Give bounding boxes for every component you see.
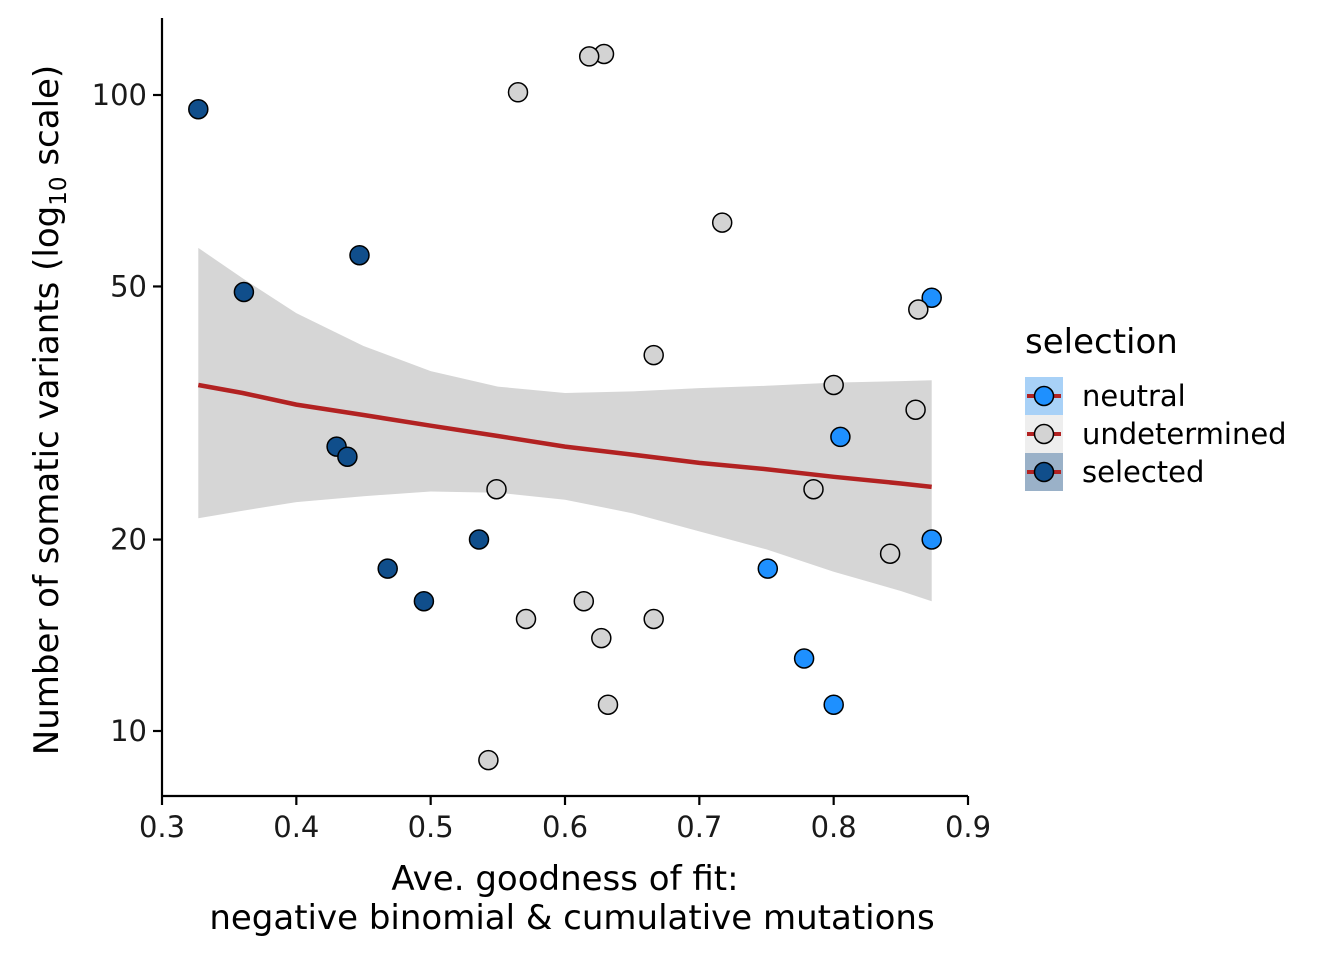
- x-axis-ticks: 0.3 0.4 0.5 0.6 0.7 0.8 0.9: [139, 796, 991, 844]
- y-tick-label: 50: [110, 269, 147, 303]
- data-point-selected: [413, 590, 435, 612]
- data-point-neutral: [823, 694, 844, 715]
- legend-key-point: [1033, 423, 1055, 445]
- x-axis-title-line-2: negative binomial & cumulative mutations: [209, 898, 934, 938]
- legend-label-selected: selected: [1082, 455, 1204, 489]
- data-point-undetermined: [507, 82, 529, 103]
- y-tick-label: 20: [110, 523, 147, 557]
- y-axis-title: Number of somatic variants (log10 scale): [27, 65, 72, 755]
- y-axis-title-subscript: 10: [46, 176, 72, 205]
- data-point-selected: [188, 98, 209, 120]
- y-axis-title-main: Number of somatic variants (log: [27, 206, 67, 755]
- x-tick-label: 0.4: [273, 810, 319, 844]
- data-point-selected: [377, 558, 398, 579]
- legend-label-undetermined: undetermined: [1082, 417, 1287, 451]
- x-tick-label: 0.7: [676, 810, 722, 844]
- trend-line: [197, 382, 932, 490]
- y-axis-ticks: 10 20 50 100: [92, 78, 162, 748]
- legend-label-neutral: neutral: [1082, 379, 1186, 413]
- data-point-undetermined: [711, 212, 733, 233]
- data-point-neutral: [830, 426, 851, 448]
- x-tick-label: 0.8: [811, 810, 857, 844]
- data-points-layer: [188, 43, 942, 771]
- data-point-undetermined: [643, 344, 664, 366]
- data-point-selected: [337, 446, 358, 467]
- legend-entries: neutral undetermined selected: [1025, 377, 1287, 491]
- data-point-selected: [233, 281, 255, 303]
- data-point-undetermined: [478, 749, 499, 771]
- legend-title: selection: [1025, 322, 1178, 362]
- confidence-band: [198, 247, 932, 602]
- data-point-undetermined: [823, 374, 844, 396]
- data-point-selected: [468, 529, 490, 550]
- x-tick-label: 0.5: [408, 810, 454, 844]
- x-tick-label: 0.9: [945, 810, 991, 844]
- y-tick-label: 100: [92, 78, 147, 112]
- data-point-undetermined: [908, 299, 929, 320]
- data-point-undetermined: [597, 694, 619, 715]
- data-point-undetermined: [591, 627, 612, 649]
- legend-key-point: [1033, 385, 1055, 407]
- y-tick-label: 10: [110, 714, 147, 748]
- x-axis-title-line-1: Ave. goodness of fit:: [391, 859, 738, 899]
- legend-key-point: [1033, 461, 1055, 483]
- data-point-neutral: [921, 287, 942, 308]
- x-tick-label: 0.6: [542, 810, 588, 844]
- y-axis-title-tail: scale): [27, 65, 67, 177]
- legend: selection neutral undetermined selected: [1025, 322, 1287, 491]
- data-point-neutral: [921, 529, 942, 550]
- data-point-undetermined: [486, 478, 507, 500]
- data-point-undetermined: [515, 608, 537, 630]
- data-point-neutral: [757, 558, 779, 579]
- data-point-undetermined: [803, 478, 824, 500]
- data-point-undetermined: [905, 399, 926, 420]
- data-point-undetermined: [573, 590, 595, 612]
- x-tick-label: 0.3: [139, 810, 185, 844]
- data-point-undetermined: [643, 608, 664, 630]
- trend-line-layer: [197, 382, 932, 490]
- data-point-neutral: [793, 648, 815, 669]
- data-point-selected: [349, 244, 370, 266]
- confidence-band-layer: [198, 247, 932, 602]
- data-point-undetermined: [578, 46, 600, 67]
- data-point-undetermined: [879, 543, 901, 564]
